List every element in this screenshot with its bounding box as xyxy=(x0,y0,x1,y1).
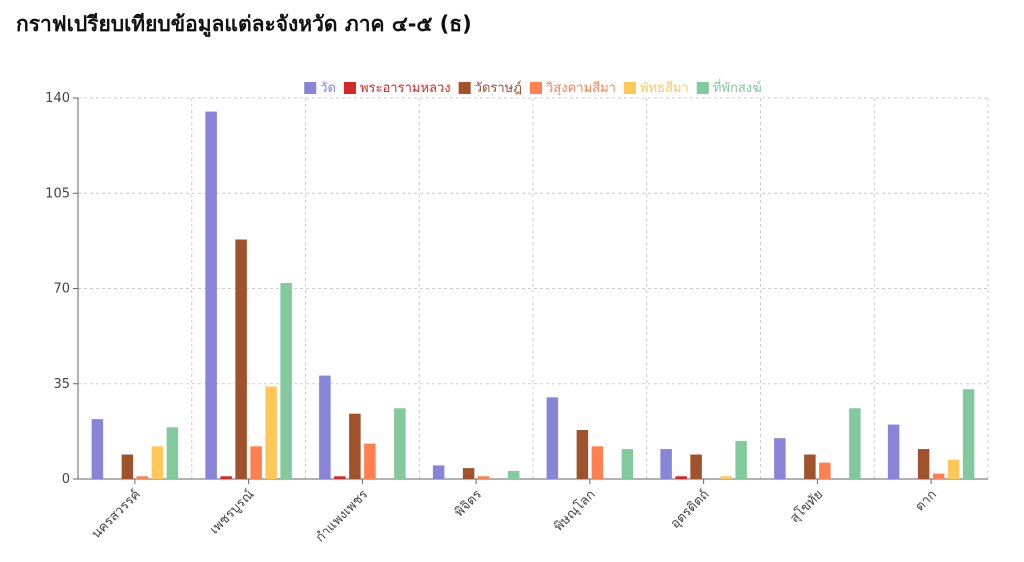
bar xyxy=(819,462,831,479)
bar xyxy=(917,449,930,479)
bar xyxy=(235,239,247,479)
legend-label: ที่พักสงฆ์ xyxy=(713,79,762,96)
bar xyxy=(151,446,164,479)
bar xyxy=(849,408,861,479)
bar xyxy=(166,427,179,479)
legend-item: พระอารามหลวง xyxy=(343,81,451,96)
page-title: กราฟเปรียบเทียบข้อมูลแต่ละจังหวัด ภาค ๔-… xyxy=(16,12,472,36)
bar xyxy=(364,443,376,479)
legend-label: วิสุงคามสีมา xyxy=(545,80,616,96)
y-tick-label: 35 xyxy=(53,377,70,392)
bar xyxy=(91,419,104,479)
x-tick-label: เพชรบูรณ์ xyxy=(206,487,257,538)
bar xyxy=(462,468,475,479)
bar xyxy=(675,476,687,479)
bar xyxy=(507,470,520,479)
bars xyxy=(91,111,975,479)
legend-label: พระอารามหลวง xyxy=(360,81,451,96)
y-tick-label: 105 xyxy=(45,186,70,201)
bar xyxy=(265,386,277,479)
bar xyxy=(477,476,490,479)
bar xyxy=(591,446,604,479)
legend-swatch xyxy=(623,82,636,94)
x-tick-label: สุโขทัย xyxy=(787,487,827,527)
bar xyxy=(432,465,445,479)
y-tick-label: 70 xyxy=(53,282,70,297)
bar xyxy=(319,375,331,479)
bar xyxy=(962,389,975,479)
x-tick-label: อุตรดิตถ์ xyxy=(667,487,712,532)
bar xyxy=(205,111,217,479)
bar xyxy=(250,446,262,479)
bar xyxy=(546,397,559,479)
bar xyxy=(735,440,747,479)
legend-swatch xyxy=(696,82,709,94)
bar xyxy=(136,476,149,479)
bar xyxy=(220,476,232,479)
x-tick-label: พิษณุโลก xyxy=(551,487,599,535)
bar xyxy=(887,424,900,479)
bar xyxy=(660,449,672,479)
legend-item: พัทธสีมา xyxy=(623,80,689,96)
legend-item: วิสุงคามสีมา xyxy=(529,80,616,96)
y-tick-label: 0 xyxy=(62,472,70,487)
legend-item: ที่พักสงฆ์ xyxy=(696,79,762,96)
bar xyxy=(394,408,406,479)
bar xyxy=(349,413,361,479)
bar xyxy=(334,476,346,479)
bar xyxy=(690,454,702,479)
y-tick-label: 140 xyxy=(45,91,70,106)
bar xyxy=(804,454,816,479)
legend-label: วัด xyxy=(320,81,336,96)
bar xyxy=(621,449,634,479)
legend-item: วัด xyxy=(304,81,336,96)
legend-label: พัทธสีมา xyxy=(640,80,689,96)
legend-item: วัดราษฎ์ xyxy=(458,80,522,96)
legend-swatch xyxy=(343,82,356,94)
x-tick-label: นครสวรรค์ xyxy=(88,487,143,542)
bar xyxy=(280,283,292,479)
bar xyxy=(720,476,732,479)
bar xyxy=(576,430,589,479)
x-tick-label: ตาก xyxy=(913,487,940,514)
grid-lines xyxy=(78,97,989,479)
bar xyxy=(947,459,960,479)
legend-swatch xyxy=(458,82,471,94)
x-tick-label: พิจิตร xyxy=(452,487,485,520)
bar xyxy=(774,438,786,479)
legend-swatch xyxy=(304,82,317,94)
bar xyxy=(932,473,945,479)
legend-swatch xyxy=(529,82,542,94)
legend: วัด พระอารามหลวง วัดราษฎ์ วิสุงคามสีมา พัทธส… xyxy=(304,79,762,96)
x-tick-label: กำแพงเพชร xyxy=(313,487,371,545)
bar xyxy=(121,454,134,479)
legend-label: วัดราษฎ์ xyxy=(475,80,522,96)
